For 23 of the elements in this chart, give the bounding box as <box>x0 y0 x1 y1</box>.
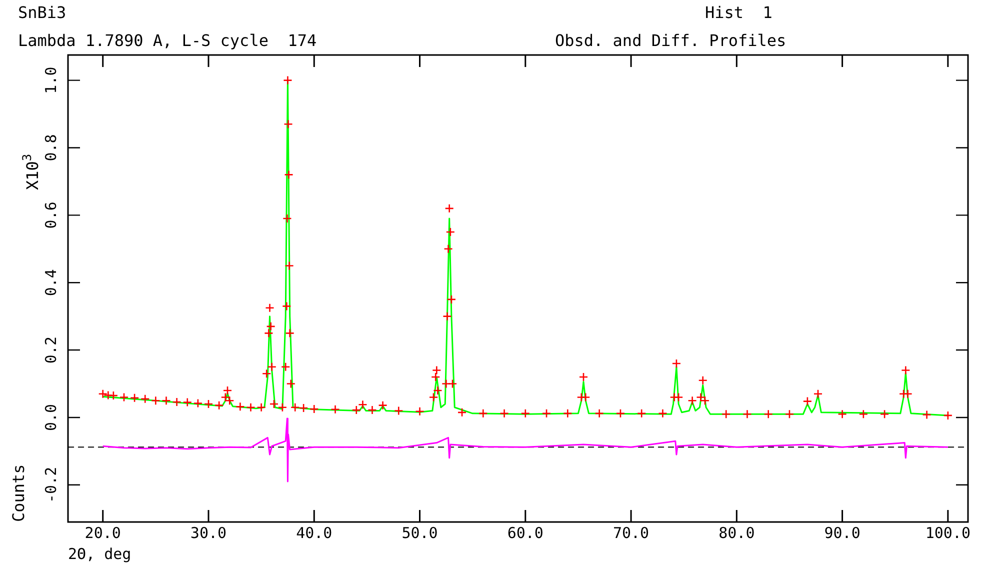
y-tick-label: -0.2 <box>42 466 60 503</box>
y-tick-label: 0.6 <box>42 202 60 229</box>
y-tick-label: 0.0 <box>42 404 60 432</box>
x-axis-title: 2Θ, deg <box>68 544 132 563</box>
chart-title: SnBi3 <box>18 3 66 22</box>
x-tick-label: 60.0 <box>507 524 544 542</box>
x-tick-label: 70.0 <box>612 524 650 542</box>
text: X103 <box>20 154 42 190</box>
x-tick-label: 50.0 <box>402 524 438 542</box>
y-tick-label: 0.4 <box>42 269 60 296</box>
x-tick-label: 40.0 <box>296 524 332 542</box>
text: Hist 1 <box>705 3 772 22</box>
y-axis-title: Counts <box>8 464 28 522</box>
text: Obsd. and Diff. Profiles <box>555 31 786 50</box>
y-tick-label: 0.2 <box>42 336 60 364</box>
x-tick-label: 20.0 <box>84 524 121 542</box>
x-tick-label: 90.0 <box>824 524 860 542</box>
chart-subtitle: Lambda 1.7890 A, L-S cycle 174 <box>18 31 317 50</box>
y-tick-label: 1.0 <box>42 66 60 94</box>
x-tick-label: 80.0 <box>718 524 755 542</box>
x-tick-label: 100.0 <box>925 524 971 542</box>
x-tick-label: 30.0 <box>190 524 227 542</box>
y-tick-label: 0.8 <box>42 134 60 162</box>
